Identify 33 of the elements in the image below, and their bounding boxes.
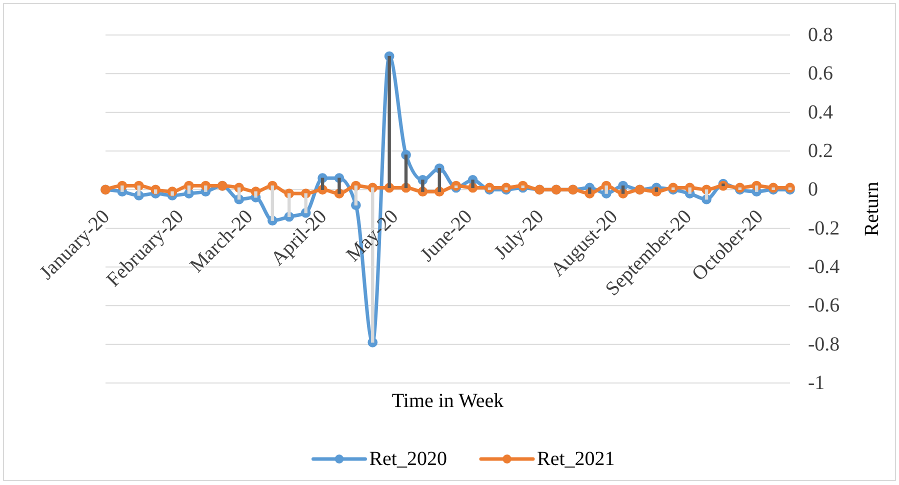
y-tick-label: 0.2 bbox=[808, 140, 833, 162]
bar bbox=[154, 189, 158, 194]
bar bbox=[438, 168, 441, 192]
bar bbox=[170, 191, 174, 196]
bar bbox=[120, 186, 124, 192]
bar bbox=[404, 154, 408, 188]
y-tick-label: 0 bbox=[808, 178, 818, 201]
y-tick-label: -0.6 bbox=[808, 294, 840, 317]
bar bbox=[204, 186, 208, 192]
x-axis-title: Time in Week bbox=[392, 390, 504, 412]
bar bbox=[388, 56, 391, 188]
bar bbox=[237, 187, 241, 200]
y-tick-label: -0.4 bbox=[808, 256, 840, 278]
bar bbox=[320, 178, 324, 190]
legend-label: Ret_2021 bbox=[537, 448, 615, 470]
bar bbox=[471, 180, 474, 188]
bar bbox=[755, 186, 758, 192]
bar bbox=[588, 187, 592, 194]
bar bbox=[338, 178, 341, 194]
bar bbox=[688, 187, 692, 194]
bar bbox=[704, 189, 708, 200]
y-tick-label: -0.2 bbox=[808, 217, 840, 240]
y-tick-label: -1 bbox=[808, 372, 825, 394]
y-tick-label: 0.6 bbox=[808, 62, 833, 85]
y-tick-label: 0.8 bbox=[808, 24, 833, 46]
y-axis-title: Return bbox=[861, 182, 883, 236]
bar bbox=[421, 180, 424, 192]
legend-label: Ret_2020 bbox=[369, 448, 448, 470]
bar bbox=[254, 191, 258, 198]
bar bbox=[654, 187, 658, 192]
bar bbox=[621, 186, 625, 194]
y-tick-label: -0.8 bbox=[808, 333, 840, 356]
y-tick-label: 0.4 bbox=[808, 101, 833, 124]
